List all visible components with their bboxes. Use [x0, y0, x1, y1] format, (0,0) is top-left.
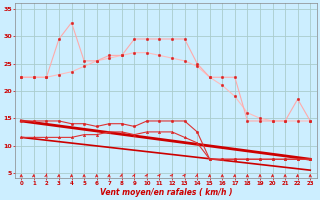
- X-axis label: Vent moyen/en rafales ( km/h ): Vent moyen/en rafales ( km/h ): [100, 188, 232, 197]
